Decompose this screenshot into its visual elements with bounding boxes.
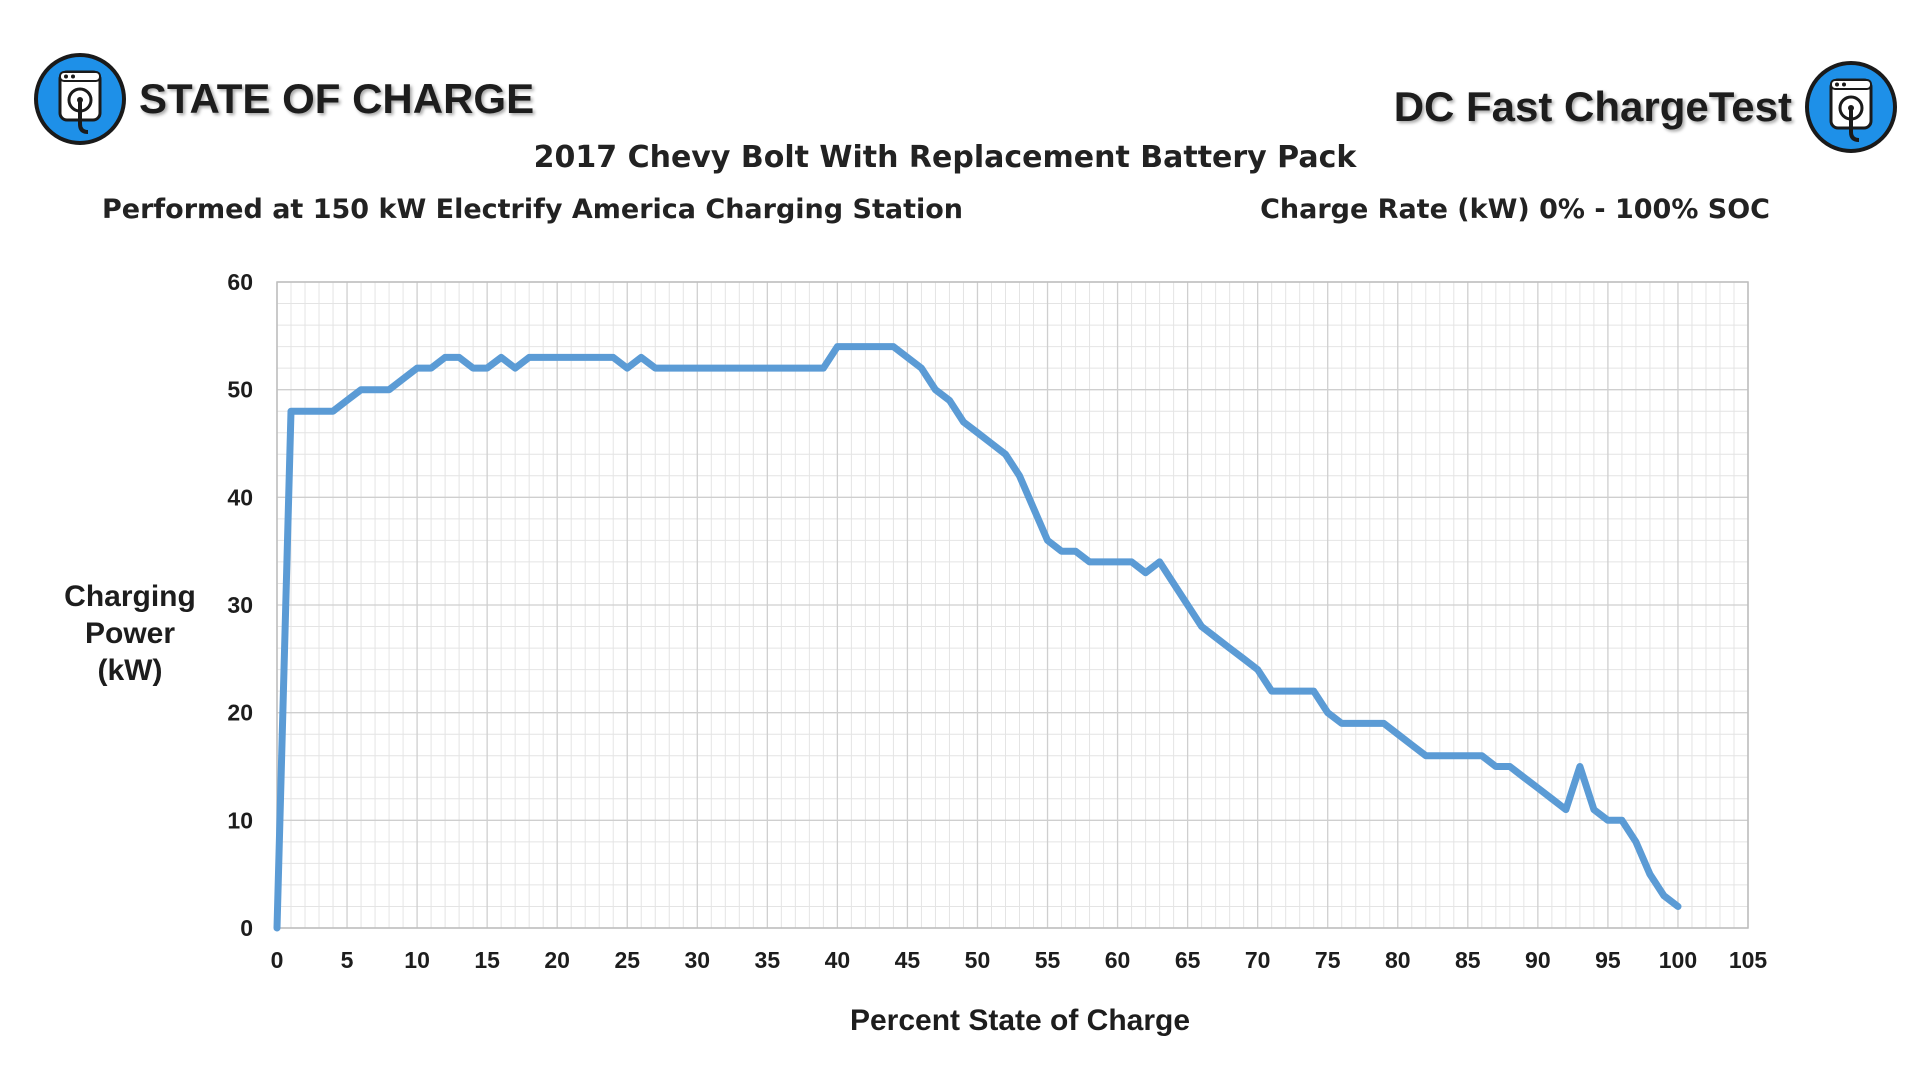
x-tick-label: 30 (684, 947, 710, 973)
y-tick-labels: 0 10 20 30 40 50 60 (227, 269, 253, 941)
x-tick-label: 65 (1175, 947, 1201, 973)
grid-major (276, 281, 1749, 929)
x-tick-label: 15 (474, 947, 500, 973)
x-tick-label: 25 (614, 947, 640, 973)
x-tick-label: 105 (1729, 947, 1768, 973)
x-tick-label: 45 (895, 947, 921, 973)
brand-right: DC Fast ChargeTest (1394, 60, 1898, 154)
x-tick-label: 50 (965, 947, 991, 973)
chart-subtitle-left: Performed at 150 kW Electrify America Ch… (102, 194, 964, 225)
y-axis-title-line: (kW) (97, 654, 163, 687)
x-tick-label: 40 (825, 947, 851, 973)
brand-left: STATE OF CHARGE (33, 52, 534, 146)
brand-right-text: DC Fast ChargeTest (1393, 83, 1792, 130)
series-group (273, 343, 1682, 932)
y-tick-label: 50 (227, 377, 253, 403)
x-tick-label: 5 (341, 947, 354, 973)
y-tick-label: 60 (227, 269, 253, 295)
ev-charger-icon (1805, 61, 1897, 153)
x-tick-label: 20 (544, 947, 570, 973)
series-line (273, 343, 1682, 932)
y-tick-label: 40 (227, 484, 253, 510)
y-axis-title-line: Charging (64, 580, 196, 613)
plot-area-border (276, 281, 1749, 929)
brand-left-text: STATE OF CHARGE (139, 75, 535, 122)
x-tick-label: 60 (1105, 947, 1131, 973)
charging-power-chart: 0 10 20 30 40 50 60 0 5 10 15 20 25 30 35 40 45 50 55 60 65… (227, 269, 1768, 1037)
chart-subtitle-right: Charge Rate (kW) 0% - 100% SOC (1260, 194, 1770, 225)
y-tick-label: 20 (227, 700, 253, 726)
x-tick-label: 80 (1385, 947, 1411, 973)
x-tick-labels: 0 5 10 15 20 25 30 35 40 45 50 55 60 65 70 75 80 85 90 95 10… (271, 947, 1768, 973)
x-tick-label: 85 (1455, 947, 1481, 973)
x-tick-label: 10 (404, 947, 430, 973)
y-axis-title: Charging Power (kW) (40, 578, 220, 689)
y-tick-label: 0 (240, 915, 253, 941)
x-tick-label: 100 (1659, 947, 1697, 973)
plot-border (276, 281, 1749, 929)
x-tick-label: 90 (1525, 947, 1551, 973)
y-tick-label: 30 (227, 592, 253, 618)
x-tick-label: 75 (1315, 947, 1341, 973)
x-tick-label: 95 (1595, 947, 1621, 973)
x-tick-label: 35 (755, 947, 781, 973)
ev-charger-icon (34, 53, 126, 145)
x-tick-label: 0 (271, 947, 284, 973)
x-tick-label: 55 (1035, 947, 1061, 973)
y-axis-title-line: Power (84, 617, 176, 650)
x-axis-title: Percent State of Charge (850, 1004, 1190, 1037)
x-tick-label: 70 (1245, 947, 1271, 973)
chart-title: 2017 Chevy Bolt With Replacement Battery… (533, 140, 1357, 175)
y-tick-label: 10 (227, 807, 253, 833)
